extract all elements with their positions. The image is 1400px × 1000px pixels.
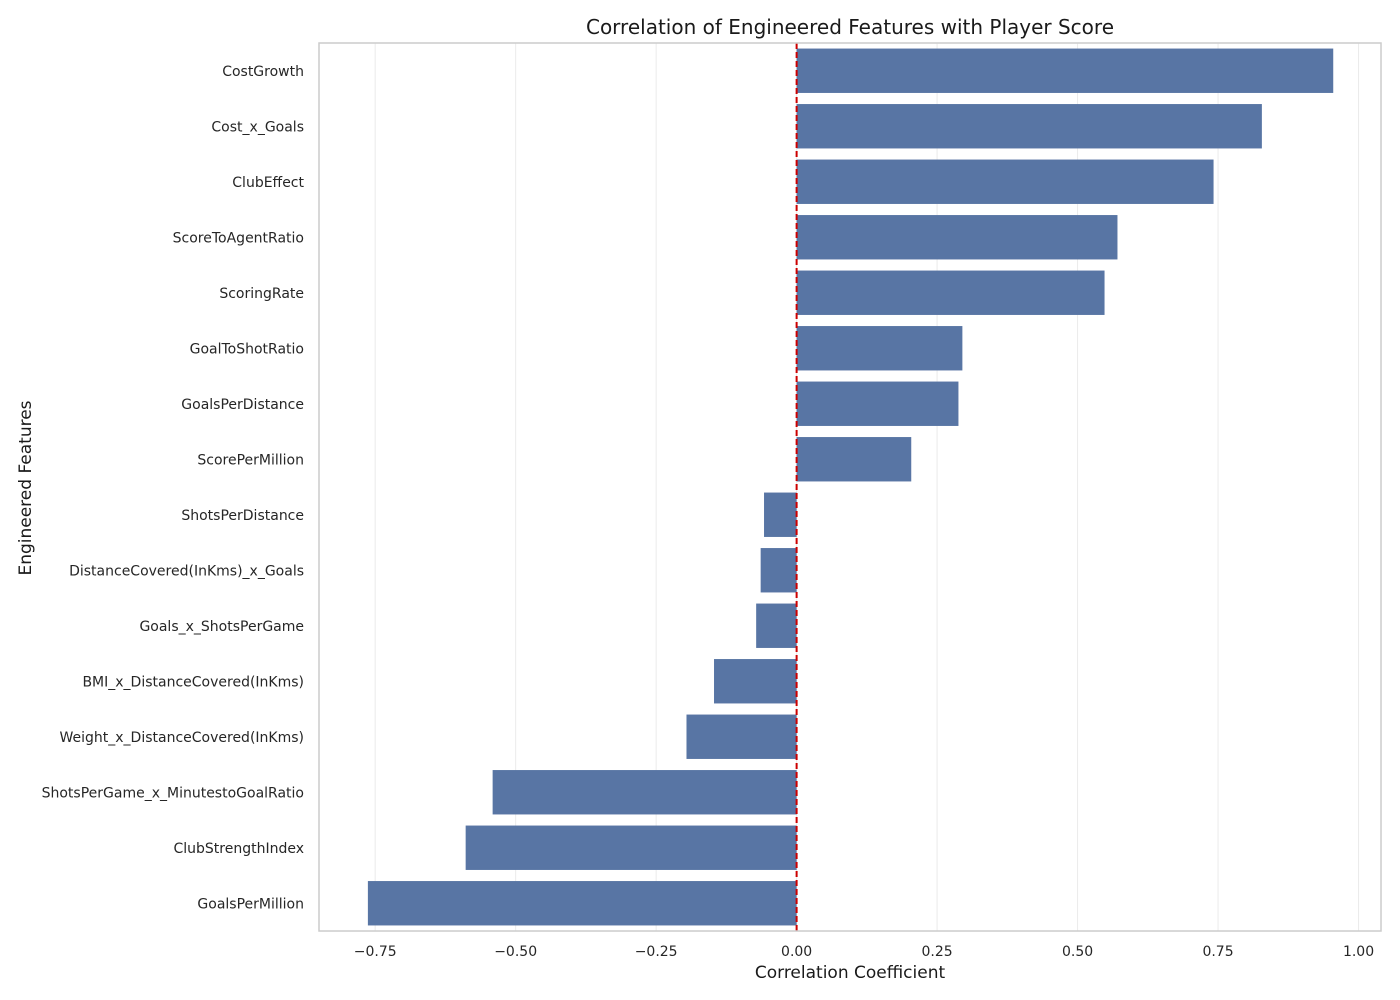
- y-tick-label: CostGrowth: [222, 64, 304, 80]
- bar: [796, 48, 1334, 93]
- x-tick-label: 0.50: [1062, 944, 1093, 960]
- y-tick-label: BMI_x_DistanceCovered(InKms): [82, 674, 304, 690]
- y-tick-label: ClubEffect: [232, 175, 304, 191]
- y-tick-label: ShotsPerGame_x_MinutestoGoalRatio: [42, 785, 304, 801]
- x-tick-label: −0.50: [494, 944, 537, 960]
- y-tick-labels: CostGrowth Cost_x_Goals ClubEffect ScoreToA…: [42, 64, 305, 913]
- bar: [686, 714, 797, 759]
- x-axis-label: Correlation Coefficient: [755, 963, 946, 983]
- bar: [492, 770, 797, 815]
- bars: [367, 48, 1334, 926]
- x-tick-label: 0.00: [781, 944, 812, 960]
- y-tick-label: ScoreToAgentRatio: [173, 230, 304, 246]
- y-tick-label: GoalsPerMillion: [197, 896, 304, 912]
- bar: [465, 825, 797, 870]
- plot-frame: [318, 42, 1382, 932]
- y-tick-label: Goals_x_ShotsPerGame: [139, 619, 304, 635]
- bar: [714, 659, 797, 704]
- y-tick-label: ClubStrengthIndex: [173, 841, 304, 857]
- bar: [796, 215, 1118, 260]
- bar: [796, 326, 963, 371]
- y-tick-label: GoalToShotRatio: [190, 341, 304, 357]
- y-tick-label: Cost_x_Goals: [211, 119, 304, 135]
- y-tick-label: GoalsPerDistance: [181, 397, 304, 413]
- chart-title: Correlation of Engineered Features with …: [586, 15, 1114, 39]
- y-tick-label: ScorePerMillion: [197, 452, 304, 468]
- x-tick-label: 1.00: [1343, 944, 1374, 960]
- x-tick-label: 0.75: [1202, 944, 1233, 960]
- bar: [764, 492, 797, 537]
- bar: [796, 381, 959, 426]
- bar: [796, 270, 1105, 315]
- bar: [796, 437, 912, 482]
- x-tick-labels: −0.75 −0.50 −0.25 0.00 0.25 0.50 0.75 1.00: [354, 944, 1374, 960]
- y-axis-label: Engineered Features: [16, 400, 36, 575]
- bar: [756, 603, 797, 648]
- bar: [760, 548, 797, 593]
- bar: [367, 881, 797, 926]
- x-tick-label: −0.25: [635, 944, 678, 960]
- bar: [796, 159, 1214, 204]
- y-tick-label: ScoringRate: [219, 286, 304, 302]
- y-tick-label: DistanceCovered(InKms)_x_Goals: [69, 563, 304, 579]
- bar: [796, 104, 1262, 149]
- x-tick-label: −0.75: [354, 944, 397, 960]
- y-tick-label: ShotsPerDistance: [181, 508, 304, 524]
- y-tick-label: Weight_x_DistanceCovered(InKms): [59, 730, 304, 746]
- x-tick-label: 0.25: [922, 944, 953, 960]
